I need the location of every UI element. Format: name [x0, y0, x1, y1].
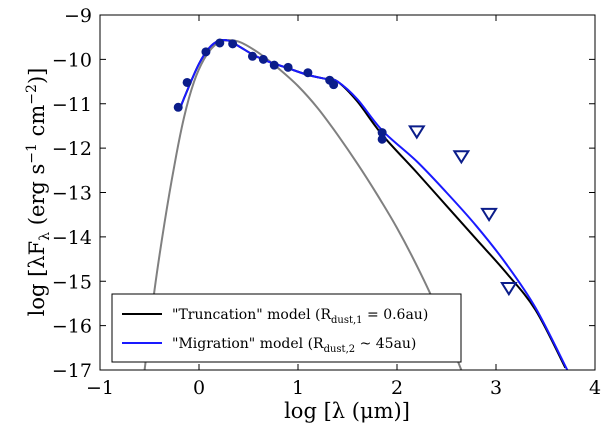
y-tick-label: −14 — [52, 227, 92, 249]
data-point — [201, 47, 211, 57]
upper-limit-point — [407, 125, 426, 140]
data-point — [303, 68, 313, 78]
data-point — [173, 102, 183, 112]
data-point — [269, 60, 279, 70]
x-tick-label: 2 — [391, 377, 403, 399]
data-point — [228, 39, 238, 49]
y-tick-label: −11 — [52, 94, 92, 116]
y-tick-label: −12 — [52, 138, 92, 160]
x-tick-label: −1 — [86, 377, 114, 399]
data-point — [215, 38, 225, 48]
y-tick-label: −13 — [52, 183, 92, 205]
data-point — [283, 62, 293, 72]
x-tick-label: 4 — [589, 377, 601, 399]
data-point — [258, 54, 268, 64]
x-tick-label: 0 — [193, 377, 205, 399]
legend-label-migration: "Migration" model (Rdust,2 ~ 45au) — [172, 336, 416, 355]
axis-tick-labels: −1 0 1 2 3 4−17−16−15−14−13−12−11−10−9 — [52, 5, 601, 399]
legend-box — [111, 293, 462, 363]
upper-limit-point — [500, 282, 518, 297]
data-point — [182, 77, 192, 87]
axis-ticks — [99, 14, 596, 371]
upper-limit-point — [480, 207, 498, 222]
legend: "Truncation" model (Rdust,1 = 0.6au) "Mi… — [111, 293, 462, 363]
x-tick-label: 3 — [490, 377, 502, 399]
data-point — [377, 134, 387, 144]
data-point — [329, 80, 339, 90]
data-point — [247, 51, 257, 61]
y-tick-label: −10 — [52, 49, 92, 71]
y-tick-label: −16 — [52, 316, 92, 338]
x-tick-label: 1 — [292, 377, 304, 399]
data-markers — [173, 38, 518, 297]
y-tick-label: −15 — [52, 271, 92, 293]
y-axis-label: log [λFλ (erg s−1 cm−2)] — [24, 68, 53, 317]
series-line-photosphere — [143, 39, 463, 370]
y-tick-label: −9 — [64, 5, 92, 27]
legend-label-truncation: "Truncation" model (Rdust,1 = 0.6au) — [172, 307, 428, 326]
x-axis-label: log [λ (μm)] — [284, 399, 410, 423]
y-tick-label: −17 — [52, 360, 92, 382]
upper-limit-point — [452, 150, 471, 165]
